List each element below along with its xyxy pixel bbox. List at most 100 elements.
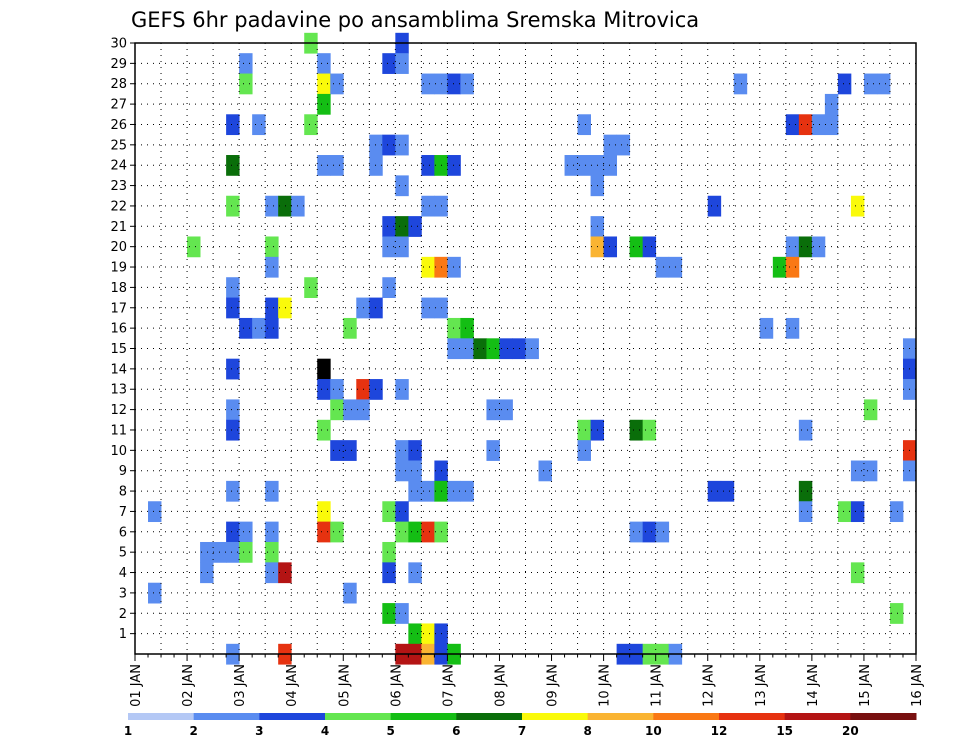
colorbar-swatch xyxy=(259,713,326,720)
heatmap-cell xyxy=(304,114,318,136)
heatmap-cell xyxy=(239,73,253,95)
heatmap-cell xyxy=(252,114,266,136)
heatmap-cell xyxy=(278,195,292,217)
colorbar-label: 5 xyxy=(386,724,394,738)
heatmap-cell xyxy=(408,440,422,461)
heatmap-cell xyxy=(499,338,513,360)
y-tick-label: 20 xyxy=(110,240,127,255)
heatmap-cell xyxy=(707,480,722,502)
y-tick-label: 30 xyxy=(110,37,127,52)
heatmap-cell xyxy=(759,317,774,339)
x-axis-ticks: 01 JAN 02 JAN 03 JAN 04 JAN 05 JAN 06 JAN 07 J… xyxy=(129,654,925,707)
heatmap-cell xyxy=(486,338,500,360)
x-tick-label: 13 JAN xyxy=(754,664,769,707)
y-axis-ticks: 1234567891011121314151617181920212223242… xyxy=(110,37,135,642)
heatmap-cell xyxy=(408,562,422,584)
heatmap-cell xyxy=(395,216,409,237)
heatmap-cell xyxy=(382,216,396,237)
heatmap-cell xyxy=(460,338,474,360)
heatmap-cell xyxy=(317,155,331,176)
heatmap-cell xyxy=(382,541,396,563)
heatmap-cell xyxy=(200,541,214,563)
heatmap-cell xyxy=(460,73,474,95)
colorbar-swatch xyxy=(719,713,786,720)
colorbar-swatch xyxy=(456,713,523,720)
chart-title: GEFS 6hr padavine po ansamblima Sremska … xyxy=(131,8,699,32)
heatmap-cell xyxy=(226,358,240,380)
heatmap-cell xyxy=(395,460,409,482)
heatmap-cell xyxy=(187,236,201,258)
heatmap-cell xyxy=(421,155,435,176)
y-tick-label: 13 xyxy=(110,383,127,398)
colorbar-label: 1 xyxy=(124,724,132,738)
heatmap-cell xyxy=(785,256,800,278)
heatmap-cell xyxy=(447,480,461,502)
x-tick-label: 15 JAN xyxy=(858,664,873,707)
y-tick-label: 6 xyxy=(119,525,127,540)
heatmap-cell xyxy=(265,521,279,543)
heatmap-cell xyxy=(837,501,852,523)
heatmap-cell xyxy=(408,480,422,502)
heatmap-cell xyxy=(330,155,344,176)
colorbar-swatch xyxy=(653,713,720,720)
heatmap-cell xyxy=(447,317,461,339)
heatmap-cell xyxy=(317,93,331,115)
heatmap-cell xyxy=(148,582,162,604)
colorbar-swatch xyxy=(390,713,457,720)
heatmap-cell xyxy=(577,440,591,461)
colorbar-label: 8 xyxy=(583,724,591,738)
heatmap-cell xyxy=(343,582,357,604)
heatmap-cell xyxy=(317,501,331,523)
heatmap-cell xyxy=(356,379,370,400)
y-tick-label: 7 xyxy=(119,505,127,520)
x-tick-label: 14 JAN xyxy=(806,664,821,707)
x-tick-label: 08 JAN xyxy=(493,664,508,707)
heatmap-cell xyxy=(265,195,279,217)
colorbar: 1 2 3 4 5 6 7 8 10 12 15 20 xyxy=(124,713,917,738)
heatmap-cell xyxy=(460,317,474,339)
heatmap-cell xyxy=(278,297,292,319)
heatmap-cell xyxy=(837,73,852,95)
heatmap-cell xyxy=(369,155,383,176)
heatmap-cell xyxy=(850,501,865,523)
heatmap-cell xyxy=(616,134,631,156)
y-tick-label: 12 xyxy=(110,403,127,418)
heatmap-cell xyxy=(603,236,618,258)
heatmap-cell xyxy=(421,73,435,95)
heatmap-cell xyxy=(642,521,657,543)
heatmap-cell xyxy=(863,73,878,95)
heatmap-cell xyxy=(785,236,800,258)
heatmap-cell xyxy=(226,297,240,319)
heatmap-cell xyxy=(226,480,240,502)
heatmap-cell xyxy=(798,236,813,258)
heatmap-cell xyxy=(447,338,461,360)
heatmap-cell xyxy=(252,317,266,339)
y-tick-label: 15 xyxy=(110,342,127,357)
heatmap-cell xyxy=(486,440,500,461)
heatmap-cell xyxy=(330,399,344,421)
y-tick-label: 11 xyxy=(110,423,127,438)
heatmap-cell xyxy=(577,419,591,441)
heatmap-cell xyxy=(525,338,539,360)
heatmap-cell xyxy=(785,114,800,136)
heatmap-cell xyxy=(330,379,344,400)
heatmap-cell xyxy=(226,419,240,441)
heatmap-cell xyxy=(421,195,435,217)
heatmap-cell xyxy=(395,175,409,197)
heatmap-cell xyxy=(629,521,644,543)
heatmap-cell xyxy=(226,541,240,563)
heatmap-cell xyxy=(148,501,162,523)
heatmap-cell xyxy=(226,114,240,136)
heatmap-cell xyxy=(239,541,253,563)
heatmap-cell xyxy=(356,399,370,421)
heatmap-cell xyxy=(356,297,370,319)
heatmap-cell xyxy=(317,53,331,74)
heatmap-cell xyxy=(265,541,279,563)
heatmap-cell xyxy=(395,379,409,400)
heatmap-cell xyxy=(460,480,474,502)
heatmap-cell xyxy=(642,236,657,258)
x-tick-label: 05 JAN xyxy=(337,664,352,707)
y-tick-label: 21 xyxy=(110,220,127,235)
heatmap-cell xyxy=(447,155,461,176)
